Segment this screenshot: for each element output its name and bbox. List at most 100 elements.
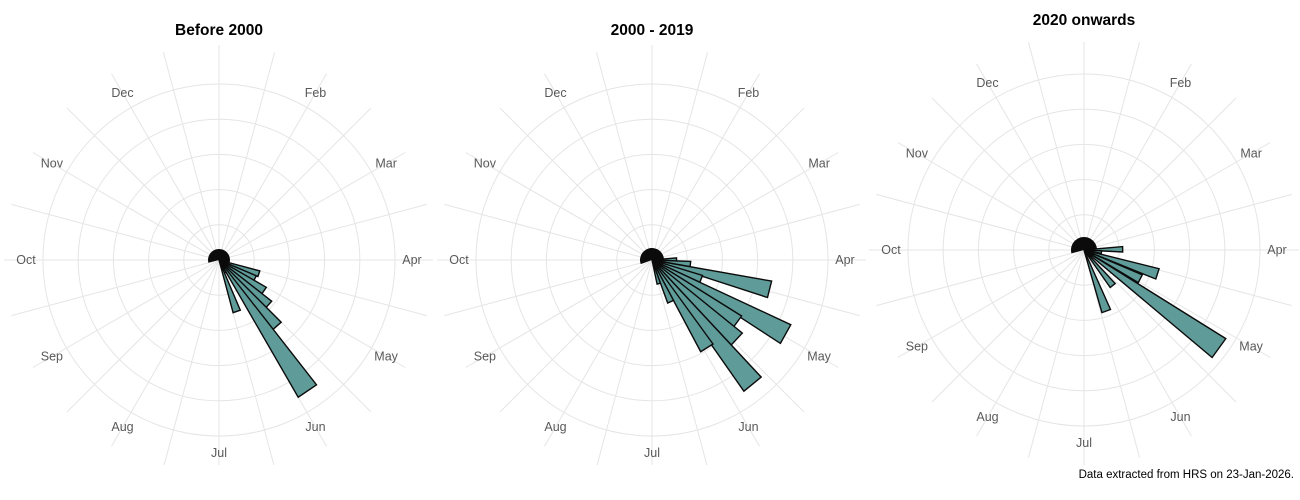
grid-spoke: [218, 107, 372, 261]
grid-spoke: [11, 259, 220, 317]
grid-ring: [148, 189, 290, 331]
month-label: Apr: [835, 253, 854, 267]
month-label: Dec: [976, 76, 998, 90]
wedge: [218, 259, 318, 399]
month-label: Oct: [881, 243, 901, 257]
month-label: Dec: [544, 86, 566, 100]
wedge: [1083, 245, 1124, 253]
rose-chart-before-2000: Feb Mar Apr May Jun Jul Aug Sep Oct Nov Dec: [0, 42, 433, 465]
grid-spoke: [11, 203, 220, 261]
wedge: [1083, 249, 1117, 289]
grid-ring: [616, 224, 688, 296]
grid-spoke: [465, 259, 653, 368]
grid-spoke: [931, 97, 1085, 251]
grid-spoke: [897, 142, 1085, 251]
month-label: Apr: [1267, 243, 1286, 257]
chart-title-2020-onwards: 2020 onwards: [1032, 12, 1136, 29]
grid-spoke: [1083, 249, 1237, 403]
month-label: Sep: [474, 350, 496, 364]
grid-ring: [77, 118, 361, 402]
wedge: [1083, 249, 1112, 314]
rose-plot-2000-2019: Feb Mar Apr May Jun Jul Aug Sep Oct Nov Dec: [437, 45, 866, 465]
grid-spoke: [876, 193, 1085, 251]
grid-spoke: [1083, 193, 1292, 251]
wedge: [651, 259, 715, 353]
grid-spoke: [544, 259, 653, 447]
month-label: May: [807, 350, 831, 364]
month-label: Nov: [474, 157, 497, 171]
grid-spoke: [1027, 249, 1085, 458]
month-label: Jun: [738, 420, 758, 434]
month-label: Nov: [906, 147, 929, 161]
wedge: [218, 259, 242, 314]
month-label: Aug: [544, 420, 566, 434]
month-label: Jul: [1076, 436, 1092, 450]
grid-ring: [1013, 179, 1155, 321]
grid-spoke: [162, 52, 220, 261]
grid-ring: [581, 189, 723, 331]
month-label: May: [1239, 340, 1263, 354]
month-label: Jul: [211, 446, 227, 460]
month-label: Apr: [402, 253, 421, 267]
grid-spoke: [66, 107, 220, 261]
grid-spoke: [1083, 63, 1192, 251]
grid-spoke: [897, 249, 1085, 358]
grid-ring: [42, 83, 396, 437]
wedge: [1083, 249, 1227, 359]
grid-spoke: [32, 152, 220, 261]
rose-chart-2020-onwards: Feb Mar Apr May Jun Jul Aug Sep Oct Nov Dec: [867, 42, 1300, 465]
grid-spoke: [1083, 42, 1141, 251]
month-label: Feb: [305, 86, 327, 100]
grid-spoke: [32, 259, 220, 368]
month-label: Feb: [738, 86, 760, 100]
grid-spoke: [976, 63, 1085, 251]
month-label: Jun: [305, 420, 325, 434]
grid-spoke: [931, 249, 1085, 403]
month-label: Oct: [16, 253, 36, 267]
grid-spoke: [465, 152, 653, 261]
grid-spoke: [218, 73, 327, 261]
month-label: Sep: [906, 340, 928, 354]
grid-spoke: [499, 107, 653, 261]
month-label: Jul: [644, 446, 660, 460]
wedge: [651, 259, 662, 285]
month-label: Nov: [41, 157, 64, 171]
month-label: May: [374, 350, 398, 364]
rose-plot-before-2000: Feb Mar Apr May Jun Jul Aug Sep Oct Nov Dec: [4, 45, 433, 465]
month-label: Sep: [41, 350, 63, 364]
month-label: Aug: [976, 410, 998, 424]
grid-spoke: [596, 259, 653, 465]
grid-spoke: [651, 73, 760, 261]
month-label: Feb: [1170, 76, 1192, 90]
grid-spoke: [651, 152, 839, 261]
grid-ring: [183, 224, 255, 296]
grid-spoke: [651, 259, 708, 465]
grid-ring: [545, 153, 759, 367]
grid-spoke: [651, 107, 805, 261]
grid-ring: [475, 83, 829, 437]
grid-ring: [942, 108, 1226, 392]
grid-spoke: [444, 259, 653, 317]
grid-spoke: [976, 249, 1085, 437]
grid-spoke: [876, 249, 1085, 307]
grid-spoke: [1083, 142, 1271, 251]
grid-ring: [510, 118, 794, 402]
grid-spoke: [544, 73, 653, 261]
grid-spoke: [66, 259, 220, 413]
month-label: Mar: [1240, 147, 1262, 161]
grid-spoke: [651, 203, 860, 261]
grid-spoke: [651, 52, 709, 261]
chart-title-before-2000: Before 2000: [175, 22, 263, 39]
grid-spoke: [163, 259, 220, 465]
grid-spoke: [1083, 97, 1237, 251]
grid-spoke: [595, 52, 653, 261]
grid-spoke: [499, 259, 653, 413]
grid-spoke: [111, 73, 220, 261]
figure-caption: Data extracted from HRS on 23-Jan-2026.: [1078, 469, 1294, 481]
month-label: Mar: [808, 157, 830, 171]
rose-plot-2020-onwards: Feb Mar Apr May Jun Jul Aug Sep Oct Nov Dec: [869, 42, 1299, 465]
grid-ring: [907, 73, 1261, 427]
month-label: Oct: [449, 253, 469, 267]
month-label: Jun: [1170, 410, 1190, 424]
grid-spoke: [444, 203, 653, 261]
